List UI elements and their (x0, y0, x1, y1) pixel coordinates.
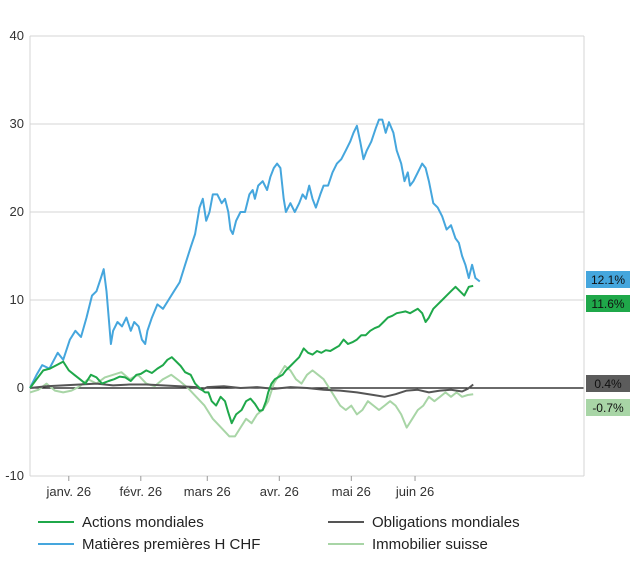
end-value-badge (586, 295, 630, 312)
x-axis-ticks: janv. 26 févr. 26 mars 26 avr. 26 mai 26 juin… (45, 476, 434, 499)
y-tick-label: 0 (17, 380, 24, 395)
y-tick-label: 40 (10, 28, 24, 43)
y-tick-label: 10 (10, 292, 24, 307)
end-value-label: 0.4% (594, 377, 622, 391)
end-value-badges: 12.1% 11.6% 0.4% -0.7% (586, 271, 630, 416)
performance-line-chart: -10 0 10 20 30 40 janv. 26 févr. 26 mars 26 avr.… (5, 28, 630, 499)
end-value-badge (586, 271, 630, 288)
legend-swatch (328, 521, 364, 523)
legend-swatch (38, 543, 74, 545)
legend-label: Matières premières H CHF (82, 535, 261, 553)
legend-swatch (38, 521, 74, 523)
legend-swatch (328, 543, 364, 545)
chart-grid (29, 35, 585, 477)
series-line-mati-res-premi-res-h-chf (29, 118, 481, 389)
end-value-label: -0.7% (592, 401, 624, 415)
end-value-badge (586, 375, 630, 392)
y-tick-label: 20 (10, 204, 24, 219)
end-value-badge (586, 399, 630, 416)
y-tick-label: -10 (5, 468, 24, 483)
x-tick-label: févr. 26 (119, 484, 162, 499)
x-tick-label: janv. 26 (45, 484, 91, 499)
x-tick-label: avr. 26 (260, 484, 299, 499)
legend-label: Actions mondiales (82, 513, 204, 531)
legend-label: Obligations mondiales (372, 513, 520, 531)
x-tick-label: mai 26 (332, 484, 371, 499)
series-line-obligations-mondiales (29, 382, 474, 398)
series-line-actions-mondiales (29, 284, 474, 425)
legend-label: Immobilier suisse (372, 535, 488, 553)
x-tick-label: mars 26 (184, 484, 231, 499)
y-axis-ticks: -10 0 10 20 30 40 (5, 28, 24, 483)
series-lines (29, 118, 481, 438)
legend-item-immobilier: Immobilier suisse (328, 534, 488, 554)
y-tick-label: 30 (10, 116, 24, 131)
legend-item-matieres: Matières premières H CHF (38, 534, 260, 554)
legend-item-actions: Actions mondiales (38, 512, 204, 532)
x-tick-label: juin 26 (395, 484, 434, 499)
end-value-label: 12.1% (591, 273, 625, 287)
series-line-immobilier-suisse (29, 365, 474, 438)
chart-legend: Actions mondiales Obligations mondiales … (0, 508, 640, 562)
legend-item-obligations: Obligations mondiales (328, 512, 520, 532)
end-value-label: 11.6% (591, 297, 624, 311)
